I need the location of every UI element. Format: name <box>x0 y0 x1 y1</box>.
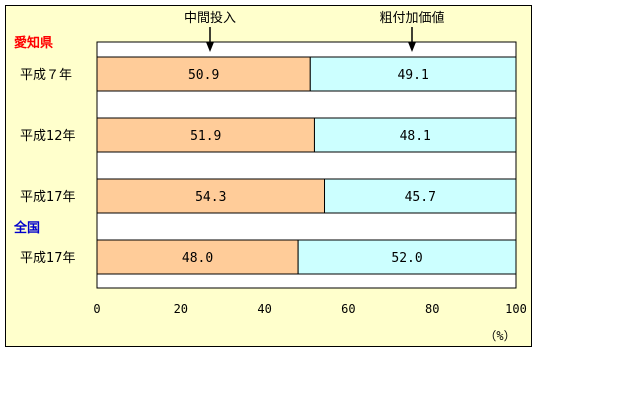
bar-segment-intermediate-0 <box>96 56 311 92</box>
data-label-intermediate-1: 51.9 <box>190 129 221 144</box>
x-tick-label: 80 <box>425 302 439 316</box>
bar-segment-intermediate-2 <box>96 178 326 214</box>
data-label-value-added-2: 45.7 <box>405 190 436 205</box>
legend-label-intermediate-input: 中間投入 <box>184 10 236 26</box>
category-label-0: 平成７年 <box>20 68 72 83</box>
data-label-intermediate-3: 48.0 <box>182 251 213 266</box>
data-label-value-added-3: 52.0 <box>391 251 422 266</box>
bar-segment-value-added-2 <box>324 178 517 214</box>
x-tick-label: 100 <box>505 302 527 316</box>
data-label-intermediate-0: 50.9 <box>188 68 219 83</box>
data-label-intermediate-2: 54.3 <box>195 190 226 205</box>
x-tick-label: 40 <box>257 302 271 316</box>
x-tick-label: 0 <box>93 302 100 316</box>
x-axis-ticks: 0 20 40 60 80 100 <box>93 302 526 316</box>
x-tick-label: 60 <box>341 302 355 316</box>
labels-layer: 50.9 49.1 平成７年 51.9 48.1 平成12年 54.3 45.7 平成17年 48… <box>20 68 436 266</box>
legend-arrow-value-added <box>408 27 416 52</box>
legend-arrow-intermediate-input <box>206 27 214 52</box>
category-label-1: 平成12年 <box>20 129 76 144</box>
bar-segment-value-added-1 <box>313 117 517 153</box>
group-label-aichi: 愛知県 <box>14 35 53 51</box>
bars-layer <box>96 56 517 275</box>
x-axis-unit: （%） <box>484 329 515 343</box>
legend-label-value-added: 粗付加価値 <box>379 10 444 26</box>
category-label-2: 平成17年 <box>20 190 76 205</box>
data-label-value-added-0: 49.1 <box>397 68 428 83</box>
group-label-national: 全国 <box>13 220 40 236</box>
x-tick-label: 20 <box>174 302 188 316</box>
bar-segment-value-added-0 <box>309 56 517 92</box>
bar-segment-intermediate-1 <box>96 117 315 153</box>
bar-segment-value-added-3 <box>297 239 517 275</box>
data-label-value-added-1: 48.1 <box>400 129 431 144</box>
category-label-3: 平成17年 <box>20 251 76 266</box>
bar-segment-intermediate-3 <box>96 239 299 275</box>
